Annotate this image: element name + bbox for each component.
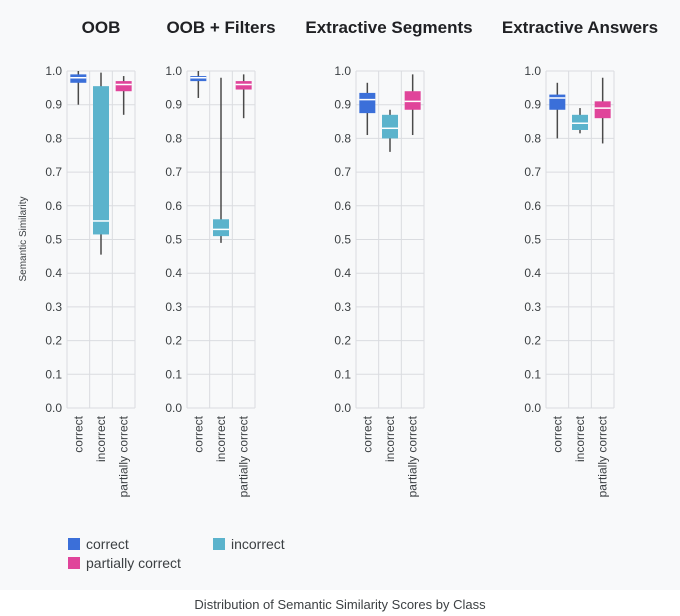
y-tick-label: 0.1 — [165, 367, 182, 381]
x-tick-label: partially correct — [596, 415, 610, 497]
y-tick-label: 0.5 — [45, 233, 62, 247]
y-tick-label: 1.0 — [165, 64, 182, 78]
y-tick-label: 0.0 — [524, 401, 541, 415]
panel-title: OOB — [82, 18, 121, 37]
y-tick-label: 0.9 — [165, 98, 182, 112]
y-tick-label: 0.7 — [165, 165, 182, 179]
y-tick-label: 0.3 — [334, 300, 351, 314]
legend-swatch — [68, 557, 80, 569]
x-tick-label: incorrect — [383, 415, 397, 462]
y-tick-label: 0.6 — [165, 199, 182, 213]
y-tick-label: 0.6 — [45, 199, 62, 213]
panel-title: Extractive Answers — [502, 18, 658, 37]
y-tick-label: 0.8 — [45, 131, 62, 145]
y-tick-label: 0.3 — [165, 300, 182, 314]
y-tick-label: 1.0 — [45, 64, 62, 78]
x-tick-label: incorrect — [573, 415, 587, 462]
y-tick-label: 0.4 — [524, 266, 541, 280]
y-tick-label: 0.2 — [165, 334, 182, 348]
y-tick-label: 0.7 — [45, 165, 62, 179]
y-tick-label: 0.7 — [334, 165, 351, 179]
box-partially-correct — [404, 91, 421, 110]
box-partially-correct — [594, 101, 611, 119]
legend-swatch — [213, 538, 225, 550]
y-tick-label: 0.5 — [524, 233, 541, 247]
y-tick-label: 0.3 — [45, 300, 62, 314]
y-tick-label: 0.5 — [334, 233, 351, 247]
y-tick-label: 0.9 — [524, 98, 541, 112]
x-tick-label: incorrect — [214, 415, 228, 462]
x-tick-label: partially correct — [406, 415, 420, 497]
legend-label: partially correct — [86, 555, 181, 571]
x-tick-label: correct — [71, 415, 85, 452]
box-partially-correct — [115, 81, 132, 92]
y-tick-label: 0.2 — [334, 334, 351, 348]
box-plot-chart: OOB 0.0 0.1 0.2 0.3 0.4 0.5 0.6 0.7 0.8 0.9 1.0 corr… — [18, 18, 658, 571]
legend-label: correct — [86, 536, 129, 552]
box-incorrect — [93, 86, 109, 235]
box-correct — [70, 74, 87, 83]
y-tick-label: 0.4 — [165, 266, 182, 280]
y-axis-title: Semantic Similarity — [18, 196, 29, 281]
y-tick-label: 0.6 — [334, 199, 351, 213]
y-tick-label: 0.0 — [45, 401, 62, 415]
y-tick-label: 0.2 — [45, 334, 62, 348]
y-tick-label: 0.1 — [334, 367, 351, 381]
figure-panel: OOB 0.0 0.1 0.2 0.3 0.4 0.5 0.6 0.7 0.8 0.9 1.0 corr… — [18, 18, 659, 571]
x-tick-label: incorrect — [94, 415, 108, 462]
figure-caption: Distribution of Semantic Similarity Scor… — [194, 597, 486, 612]
y-tick-label: 0.6 — [524, 199, 541, 213]
y-tick-label: 0.4 — [334, 266, 351, 280]
y-tick-label: 1.0 — [334, 64, 351, 78]
legend-label: incorrect — [231, 536, 285, 552]
y-tick-label: 0.8 — [524, 131, 541, 145]
x-tick-label: correct — [360, 415, 374, 452]
x-tick-label: partially correct — [237, 415, 251, 497]
box-incorrect — [572, 114, 588, 130]
panel-title: OOB + Filters — [166, 18, 275, 37]
y-tick-label: 0.2 — [524, 334, 541, 348]
box-correct — [549, 94, 566, 110]
box-correct — [359, 92, 376, 114]
y-tick-label: 0.8 — [165, 131, 182, 145]
x-tick-label: correct — [191, 415, 205, 452]
y-tick-label: 0.3 — [524, 300, 541, 314]
y-tick-label: 1.0 — [524, 64, 541, 78]
box-incorrect — [382, 114, 398, 139]
box-incorrect — [213, 219, 229, 237]
y-tick-label: 0.7 — [524, 165, 541, 179]
y-tick-label: 0.1 — [524, 367, 541, 381]
x-tick-label: correct — [550, 415, 564, 452]
y-tick-label: 0.0 — [165, 401, 182, 415]
box-partially-correct — [235, 81, 252, 90]
y-tick-label: 0.9 — [45, 98, 62, 112]
x-tick-label: partially correct — [117, 415, 131, 497]
y-tick-label: 0.1 — [45, 367, 62, 381]
legend-swatch — [68, 538, 80, 550]
y-tick-label: 0.0 — [334, 401, 351, 415]
y-tick-label: 0.8 — [334, 131, 351, 145]
y-tick-label: 0.5 — [165, 233, 182, 247]
y-tick-label: 0.9 — [334, 98, 351, 112]
box-correct — [190, 76, 207, 82]
panel-title: Extractive Segments — [305, 18, 472, 37]
y-tick-label: 0.4 — [45, 266, 62, 280]
